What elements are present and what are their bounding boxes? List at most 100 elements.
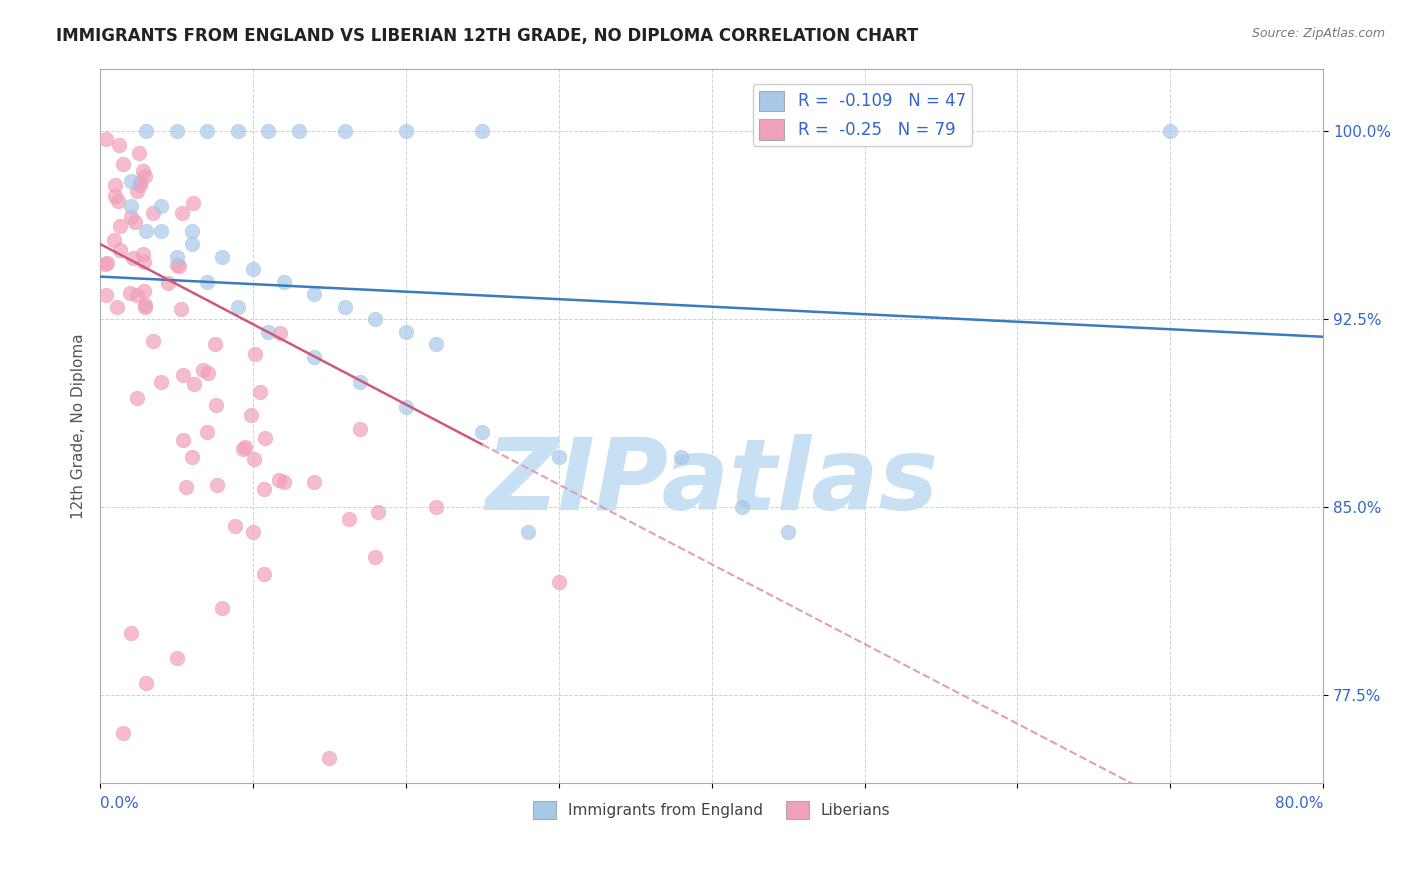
Point xyxy=(205,478,228,492)
Point xyxy=(128,178,150,193)
Point xyxy=(364,550,387,565)
Point xyxy=(181,196,204,211)
Point xyxy=(471,425,494,439)
Text: ZIPatlas: ZIPatlas xyxy=(485,434,938,532)
Point xyxy=(107,194,129,208)
Point xyxy=(134,300,156,314)
Point xyxy=(395,400,418,414)
Point xyxy=(239,408,262,422)
Point xyxy=(273,475,295,490)
Point xyxy=(337,511,360,525)
Point xyxy=(112,726,135,740)
Point xyxy=(233,440,256,454)
Point xyxy=(349,422,371,436)
Point xyxy=(96,256,118,270)
Point xyxy=(108,219,131,234)
Point xyxy=(118,286,141,301)
Point xyxy=(425,500,447,515)
Point xyxy=(132,246,155,260)
Point xyxy=(349,375,371,389)
Point xyxy=(125,185,148,199)
Point xyxy=(112,157,135,171)
Point xyxy=(121,251,143,265)
Point xyxy=(252,566,274,581)
Text: 80.0%: 80.0% xyxy=(1275,796,1323,811)
Point xyxy=(104,178,127,192)
Point xyxy=(226,124,249,138)
Point xyxy=(195,425,218,439)
Point xyxy=(166,124,188,138)
Point xyxy=(302,475,325,490)
Point xyxy=(367,505,389,519)
Point xyxy=(669,450,692,464)
Point xyxy=(128,146,150,161)
Point xyxy=(547,450,569,464)
Point xyxy=(731,500,754,515)
Point xyxy=(135,675,157,690)
Point xyxy=(245,347,267,361)
Point xyxy=(108,243,131,257)
Point xyxy=(226,300,249,314)
Point xyxy=(211,250,233,264)
Point xyxy=(302,287,325,301)
Point xyxy=(131,164,153,178)
Point xyxy=(232,442,254,456)
Point xyxy=(170,206,193,220)
Point xyxy=(103,189,125,203)
Point xyxy=(471,801,494,815)
Point xyxy=(170,301,193,316)
Point xyxy=(364,312,387,326)
Point xyxy=(395,325,418,339)
Point xyxy=(197,366,219,380)
Point xyxy=(94,257,117,271)
Point xyxy=(134,298,156,312)
Point xyxy=(253,482,276,496)
Point xyxy=(242,262,264,277)
Point xyxy=(141,334,163,348)
Point xyxy=(211,600,233,615)
Point xyxy=(288,124,311,138)
Point xyxy=(267,473,290,487)
Point xyxy=(166,650,188,665)
Point xyxy=(132,255,155,269)
Point xyxy=(120,625,142,640)
Legend: Immigrants from England, Liberians: Immigrants from England, Liberians xyxy=(527,795,897,825)
Point xyxy=(135,124,157,138)
Point xyxy=(471,124,494,138)
Point xyxy=(183,377,205,392)
Point xyxy=(120,199,142,213)
Point xyxy=(172,368,194,383)
Point xyxy=(243,451,266,466)
Point xyxy=(273,275,295,289)
Point xyxy=(120,211,142,225)
Point xyxy=(180,237,202,252)
Point xyxy=(257,325,280,339)
Point xyxy=(517,525,540,540)
Point xyxy=(624,826,647,840)
Point xyxy=(135,225,157,239)
Text: 0.0%: 0.0% xyxy=(100,796,139,811)
Point xyxy=(156,276,179,290)
Point xyxy=(269,326,291,340)
Text: IMMIGRANTS FROM ENGLAND VS LIBERIAN 12TH GRADE, NO DIPLOMA CORRELATION CHART: IMMIGRANTS FROM ENGLAND VS LIBERIAN 12TH… xyxy=(56,27,918,45)
Point xyxy=(125,288,148,302)
Point xyxy=(174,480,197,494)
Point xyxy=(257,124,280,138)
Point xyxy=(150,375,173,389)
Point xyxy=(191,363,214,377)
Point xyxy=(134,169,156,183)
Point xyxy=(129,175,152,189)
Point xyxy=(195,124,218,138)
Point xyxy=(166,258,188,272)
Point xyxy=(253,431,276,445)
Point xyxy=(124,215,146,229)
Point xyxy=(204,398,226,412)
Point xyxy=(150,199,173,213)
Point xyxy=(395,124,418,138)
Point xyxy=(249,384,271,399)
Point xyxy=(103,233,125,247)
Point xyxy=(180,225,202,239)
Point xyxy=(127,391,149,405)
Point xyxy=(142,205,165,219)
Point xyxy=(172,433,194,447)
